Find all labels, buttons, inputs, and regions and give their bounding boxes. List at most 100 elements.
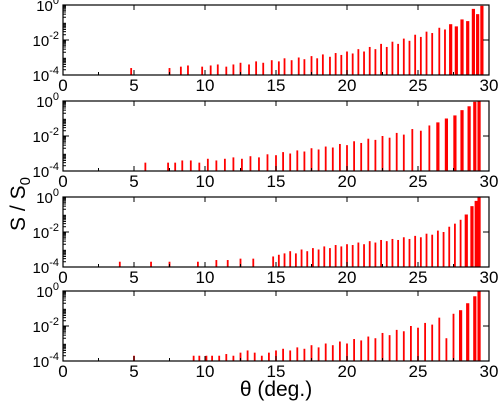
peak-bar [346, 343, 348, 361]
peak-bar [211, 355, 213, 361]
y-axis-title-subscript: 0 [17, 177, 34, 185]
peak-bar [467, 106, 471, 171]
x-tick-label: 15 [267, 268, 286, 287]
peak-bar [368, 241, 371, 267]
panel-1: 0 5 10 15 20 25 30 100 10-2 10-4 [33, 0, 498, 95]
peak-bar [353, 141, 355, 171]
peak-bar [408, 238, 411, 267]
peak-bar [262, 62, 265, 75]
peak-bar [118, 261, 121, 267]
peak-bar [296, 150, 299, 171]
peak-bar [459, 310, 463, 361]
peak-bar [239, 62, 242, 75]
peak-bar [368, 46, 371, 75]
peak-bar [424, 322, 426, 361]
x-tick-label: 0 [58, 76, 67, 95]
x-tick-label: 0 [58, 172, 67, 191]
peak-bar [201, 66, 204, 75]
peak-bar [167, 162, 169, 171]
peak-bar [442, 232, 445, 267]
y-tick-label: 10-2 [33, 30, 59, 50]
peak-bar [168, 68, 171, 75]
peak-bar [215, 160, 218, 171]
x-tick-label: 20 [338, 76, 357, 95]
peak-bar [252, 258, 255, 267]
peak-bar [477, 197, 481, 267]
y-tick-label: 100 [36, 0, 59, 15]
peak-bar [473, 296, 477, 361]
peak-bar [334, 245, 337, 267]
peak-bar [353, 339, 355, 361]
peak-bar [414, 235, 417, 267]
x-tick-label: 5 [129, 172, 138, 191]
peak-bar [367, 138, 370, 171]
peak-bar [425, 233, 428, 267]
peak-bar [289, 251, 292, 267]
peak-bar [380, 43, 382, 75]
peak-bar [249, 156, 252, 171]
peak-bar [402, 134, 405, 171]
peak-bar [218, 355, 221, 361]
peaks-group [130, 5, 484, 76]
peak-bar [360, 340, 363, 361]
peak-bar [300, 249, 303, 267]
peak-bar [282, 348, 284, 361]
y-tick-label: 100 [36, 187, 59, 207]
peaks-group [118, 197, 481, 267]
plot-frame [62, 196, 490, 268]
peak-bar [239, 352, 242, 361]
peak-bar [324, 146, 327, 171]
peak-bar [351, 53, 354, 75]
y-tick-label: 10-2 [33, 316, 59, 336]
peak-bar [397, 43, 400, 75]
peak-bar [346, 51, 348, 75]
peak-bar [181, 160, 184, 171]
peak-bar [466, 21, 470, 75]
peak-bar [473, 101, 477, 171]
peak-bar [346, 145, 348, 171]
peak-bar [226, 260, 229, 267]
peak-bar [310, 56, 313, 75]
x-tick-label: 15 [267, 76, 286, 95]
peak-bar [192, 355, 195, 361]
peak-bar [197, 261, 199, 267]
peak-bar [339, 341, 341, 361]
peak-bar [289, 153, 292, 171]
peak-bar [310, 345, 313, 361]
y-tick-label: 10-2 [33, 222, 59, 242]
x-tick-label: 25 [409, 76, 428, 95]
peak-bar [255, 61, 258, 75]
peak-bar [436, 122, 440, 171]
y-tick-label: 100 [36, 91, 59, 111]
peak-bar [317, 347, 320, 361]
peak-bar [425, 31, 428, 75]
peak-bar [438, 27, 441, 75]
peak-bar [438, 317, 441, 361]
peak-bar [385, 46, 388, 75]
peak-bar [303, 59, 306, 75]
peak-bar [248, 64, 250, 75]
x-tick-label: 5 [129, 76, 138, 95]
peak-bar [381, 332, 384, 361]
peak-bar [324, 343, 327, 361]
peak-bar [150, 261, 152, 267]
peak-bar [402, 38, 405, 75]
peak-bar [419, 237, 422, 267]
x-tick-label: 20 [338, 362, 357, 381]
peak-bar [179, 66, 182, 75]
peak-bar [431, 33, 434, 75]
peak-bar [445, 338, 448, 361]
peak-bar [480, 5, 484, 75]
peak-bar [444, 29, 446, 75]
peak-bar [258, 157, 260, 171]
peak-bar [321, 54, 324, 75]
peak-bar [357, 242, 360, 267]
x-tick-label: 25 [409, 268, 428, 287]
peak-bar [346, 244, 348, 267]
peak-bar [428, 125, 431, 171]
peak-bar [329, 56, 331, 75]
peak-bar [317, 149, 320, 171]
peak-bar [331, 345, 334, 361]
peak-bar [381, 136, 384, 171]
